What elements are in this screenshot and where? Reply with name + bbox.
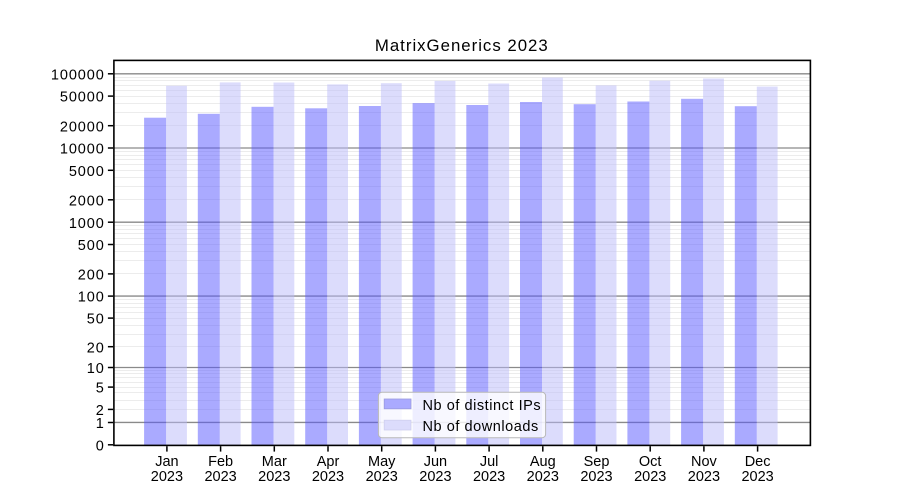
svg-text:Dec: Dec <box>745 454 771 470</box>
svg-text:Mar: Mar <box>262 454 287 470</box>
svg-text:Feb: Feb <box>208 454 233 470</box>
svg-text:2023: 2023 <box>151 469 183 485</box>
svg-text:2023: 2023 <box>580 469 612 485</box>
svg-text:Jul: Jul <box>480 454 499 470</box>
svg-text:2: 2 <box>96 403 105 419</box>
svg-text:20000: 20000 <box>60 119 105 135</box>
svg-text:1000: 1000 <box>69 216 105 232</box>
svg-text:2023: 2023 <box>473 469 505 485</box>
svg-text:2000: 2000 <box>69 193 105 209</box>
svg-text:20: 20 <box>87 340 105 356</box>
svg-text:10: 10 <box>87 361 105 377</box>
svg-text:100: 100 <box>78 290 105 306</box>
svg-text:2023: 2023 <box>312 469 344 485</box>
svg-text:MatrixGenerics 2023: MatrixGenerics 2023 <box>375 36 549 55</box>
svg-text:2023: 2023 <box>204 469 236 485</box>
svg-text:100000: 100000 <box>51 67 105 83</box>
svg-text:Apr: Apr <box>317 454 340 470</box>
svg-text:50: 50 <box>87 312 105 328</box>
svg-text:Jun: Jun <box>424 454 447 470</box>
svg-text:Jan: Jan <box>155 454 178 470</box>
svg-text:200: 200 <box>78 268 105 284</box>
svg-text:0: 0 <box>96 438 105 454</box>
svg-text:Nb of distinct IPs: Nb of distinct IPs <box>423 398 542 414</box>
svg-text:2023: 2023 <box>419 469 451 485</box>
svg-text:2023: 2023 <box>634 469 666 485</box>
svg-text:Nb of downloads: Nb of downloads <box>423 419 539 435</box>
svg-text:Sep: Sep <box>584 454 610 470</box>
svg-text:Oct: Oct <box>639 454 662 470</box>
svg-text:1: 1 <box>96 416 105 432</box>
svg-text:2023: 2023 <box>688 469 720 485</box>
svg-text:May: May <box>368 454 396 470</box>
svg-text:2023: 2023 <box>527 469 559 485</box>
svg-text:2023: 2023 <box>366 469 398 485</box>
svg-text:500: 500 <box>78 238 105 254</box>
svg-text:Aug: Aug <box>530 454 556 470</box>
svg-text:10000: 10000 <box>60 142 105 158</box>
svg-text:2023: 2023 <box>258 469 290 485</box>
svg-text:50000: 50000 <box>60 90 105 106</box>
svg-text:2023: 2023 <box>741 469 773 485</box>
svg-text:5000: 5000 <box>69 164 105 180</box>
svg-text:5: 5 <box>96 381 105 397</box>
svg-text:Nov: Nov <box>691 454 718 470</box>
